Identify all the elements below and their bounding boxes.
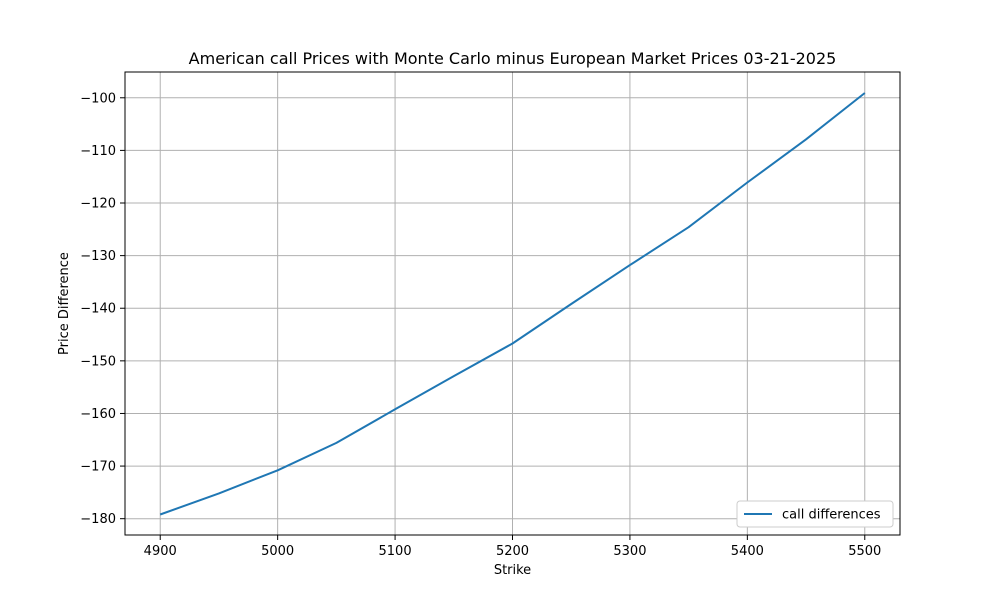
legend: call differences [736,500,894,528]
series-line-call-differences [159,92,866,516]
x-tick-label: 5200 [496,544,529,559]
chart-title: American call Prices with Monte Carlo mi… [189,49,837,68]
x-tick-label: 5400 [731,544,764,559]
x-tick-label: 5000 [261,544,294,559]
y-tick-label: −180 [80,512,116,527]
y-tick-label: −130 [80,249,116,264]
x-tick-label: 5300 [613,544,646,559]
x-tick-label: 5500 [848,544,881,559]
legend-box [736,500,894,528]
x-axis-label: Strike [494,563,531,578]
y-tick-label: −150 [80,354,116,369]
ticks: 4900 5000 5100 5200 5300 5400 5500 −180 −170 −160… [80,91,881,559]
x-tick-label: 4900 [144,544,177,559]
legend-label: call differences [782,508,881,523]
x-tick-label: 5100 [379,544,412,559]
y-tick-label: −120 [80,197,116,212]
y-tick-label: −160 [80,407,116,422]
grid [125,72,900,535]
y-tick-label: −110 [80,144,116,159]
y-tick-label: −140 [80,302,116,317]
y-axis-label: Price Difference [57,252,72,355]
y-tick-label: −170 [80,460,116,475]
series-group [159,92,866,516]
y-tick-label: −100 [80,91,116,106]
